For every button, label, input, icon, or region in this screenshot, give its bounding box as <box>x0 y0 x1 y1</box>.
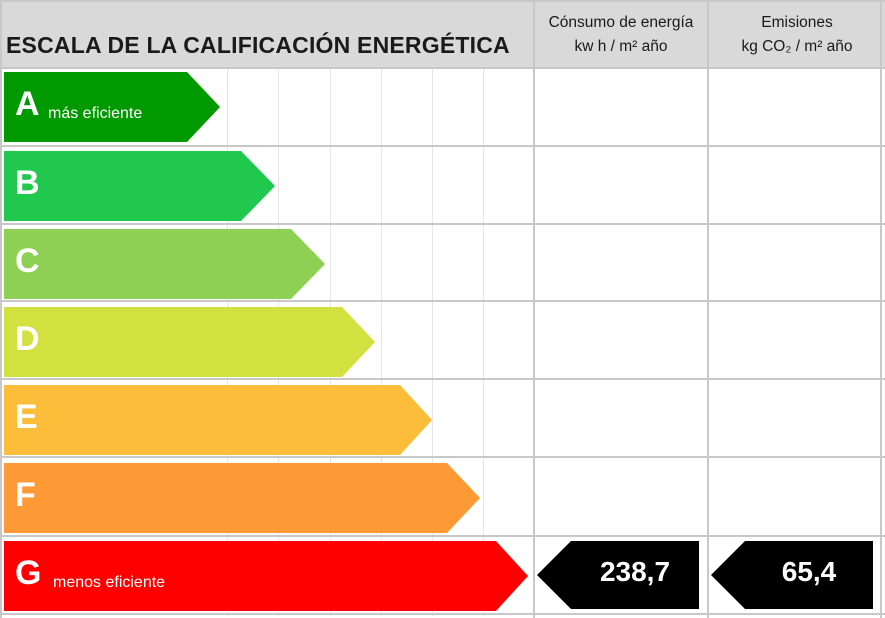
grid-border <box>880 0 882 618</box>
grid-border <box>533 0 535 618</box>
emisiones-header-unit: kg CO₂ / m² año <box>741 38 853 55</box>
grid-border <box>0 223 885 225</box>
rating-arrow-b <box>4 151 278 221</box>
grid-border <box>0 0 2 618</box>
rating-letter-d: D <box>15 320 40 358</box>
emisiones-value-marker <box>711 541 875 614</box>
rating-caption-a: más eficiente <box>48 105 143 122</box>
rating-letter-e: E <box>15 398 38 436</box>
rating-caption-g: menos eficiente <box>53 574 166 591</box>
rating-arrow-shape <box>4 307 375 377</box>
emisiones-header-cell <box>709 0 885 68</box>
rating-arrow-shape <box>4 385 432 455</box>
rating-arrow-shape <box>4 151 275 221</box>
consumo-header-line1: Cónsumo de energía <box>548 14 694 31</box>
grid-border <box>0 378 885 380</box>
rating-arrow-a <box>4 72 222 142</box>
grid-border <box>707 0 709 618</box>
rating-arrow-shape <box>4 463 480 533</box>
rating-letter-f: F <box>15 476 36 514</box>
grid-border <box>0 300 885 302</box>
rating-arrow-d <box>4 307 378 377</box>
consumo-header-cell <box>535 0 707 68</box>
consumo-value-marker <box>537 541 701 614</box>
rating-arrow-f <box>4 463 482 533</box>
consumo-header-unit: kw h / m² año <box>574 38 668 55</box>
page-title: ESCALA DE LA CALIFICACIÓN ENERGÉTICA <box>6 32 510 58</box>
emisiones-value: 65,4 <box>781 556 837 587</box>
emisiones-header-line1: Emisiones <box>761 14 833 31</box>
grid-border <box>0 456 885 458</box>
emisiones-marker-shape <box>711 541 873 609</box>
rating-arrow-shape <box>4 541 528 611</box>
title-header-cell <box>0 0 533 68</box>
consumo-value: 238,7 <box>599 556 671 587</box>
rating-letter-c: C <box>15 242 40 280</box>
rating-arrow-c <box>4 229 328 299</box>
grid-line <box>381 68 382 616</box>
rating-arrow-shape <box>4 229 325 299</box>
emisiones-column-header: Emisiones kg CO₂ / m² año <box>709 11 885 59</box>
rating-letter-a: A <box>15 85 40 123</box>
grid-border <box>0 145 885 147</box>
rating-letter-b: B <box>15 164 40 202</box>
rating-letter-g: G <box>15 554 42 592</box>
grid-line <box>483 68 484 616</box>
rating-arrow-g <box>4 541 530 611</box>
consumo-marker-shape <box>537 541 699 609</box>
grid-border <box>0 535 885 537</box>
grid-border <box>0 613 885 615</box>
grid-border <box>0 67 885 69</box>
grid-border <box>0 0 885 2</box>
rating-arrow-shape <box>4 72 220 142</box>
grid-line <box>432 68 433 616</box>
consumo-column-header: Cónsumo de energía kw h / m² año <box>535 11 707 59</box>
rating-arrow-e <box>4 385 434 455</box>
